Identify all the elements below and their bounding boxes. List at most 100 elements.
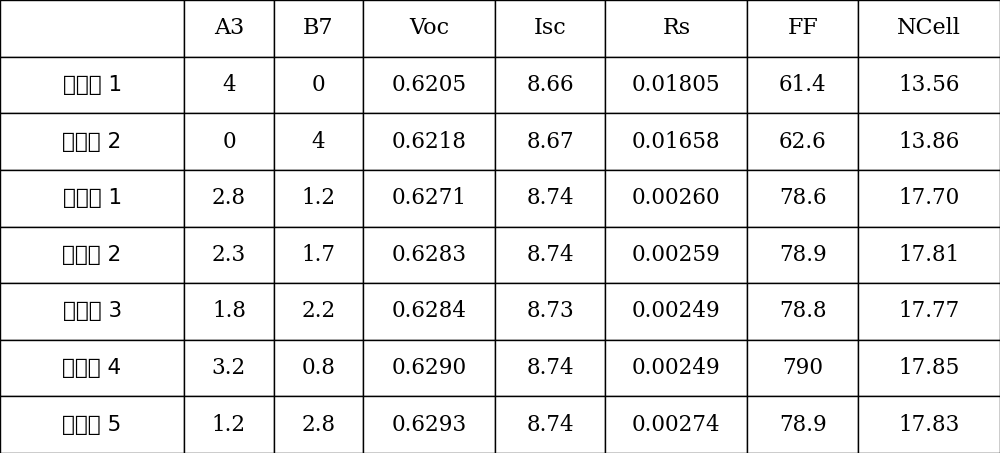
- Text: 0.01805: 0.01805: [632, 74, 721, 96]
- Bar: [495, 283, 605, 340]
- Text: 0.00259: 0.00259: [632, 244, 721, 266]
- Bar: [495, 340, 605, 396]
- Text: 实验组 1: 实验组 1: [63, 188, 122, 208]
- Bar: [0, 226, 184, 283]
- Text: 0.6284: 0.6284: [391, 300, 466, 323]
- Bar: [363, 170, 495, 226]
- Bar: [605, 396, 747, 453]
- Bar: [184, 340, 274, 396]
- Bar: [605, 0, 747, 57]
- Bar: [184, 396, 274, 453]
- Text: 1.7: 1.7: [301, 244, 335, 266]
- Bar: [274, 0, 363, 57]
- Text: 8.74: 8.74: [526, 414, 574, 436]
- Text: 0: 0: [312, 74, 325, 96]
- Text: 实验组 2: 实验组 2: [62, 245, 122, 265]
- Bar: [0, 396, 184, 453]
- Text: 8.66: 8.66: [526, 74, 574, 96]
- Text: 3.2: 3.2: [212, 357, 246, 379]
- Bar: [184, 0, 274, 57]
- Text: 0.00274: 0.00274: [632, 414, 721, 436]
- Bar: [274, 57, 363, 113]
- Bar: [858, 283, 1000, 340]
- Bar: [605, 113, 747, 170]
- Bar: [274, 396, 363, 453]
- Bar: [495, 113, 605, 170]
- Bar: [747, 113, 858, 170]
- Bar: [363, 226, 495, 283]
- Text: 0.6293: 0.6293: [391, 414, 467, 436]
- Text: 8.74: 8.74: [526, 187, 574, 209]
- Text: 78.6: 78.6: [779, 187, 826, 209]
- Text: 0: 0: [222, 130, 236, 153]
- Bar: [858, 226, 1000, 283]
- Text: 0.01658: 0.01658: [632, 130, 721, 153]
- Bar: [605, 340, 747, 396]
- Bar: [184, 170, 274, 226]
- Bar: [0, 113, 184, 170]
- Text: 4: 4: [312, 130, 325, 153]
- Bar: [858, 396, 1000, 453]
- Text: FF: FF: [787, 17, 818, 39]
- Bar: [605, 57, 747, 113]
- Bar: [495, 226, 605, 283]
- Text: 实验组 3: 实验组 3: [63, 301, 122, 322]
- Text: 78.9: 78.9: [779, 244, 827, 266]
- Text: 13.56: 13.56: [898, 74, 960, 96]
- Bar: [184, 226, 274, 283]
- Text: 2.8: 2.8: [301, 414, 335, 436]
- Text: 0.6271: 0.6271: [391, 187, 466, 209]
- Text: 实验组 5: 实验组 5: [62, 414, 122, 435]
- Bar: [0, 57, 184, 113]
- Bar: [747, 0, 858, 57]
- Bar: [495, 396, 605, 453]
- Text: 8.73: 8.73: [526, 300, 574, 323]
- Text: Isc: Isc: [534, 17, 566, 39]
- Bar: [0, 283, 184, 340]
- Text: Rs: Rs: [662, 17, 690, 39]
- Text: 78.9: 78.9: [779, 414, 827, 436]
- Bar: [0, 0, 184, 57]
- Text: 2.3: 2.3: [212, 244, 246, 266]
- Bar: [858, 170, 1000, 226]
- Text: 17.83: 17.83: [898, 414, 960, 436]
- Text: 实验组 4: 实验组 4: [62, 358, 122, 378]
- Bar: [274, 113, 363, 170]
- Text: 对照组 2: 对照组 2: [62, 131, 122, 152]
- Bar: [747, 226, 858, 283]
- Bar: [0, 340, 184, 396]
- Bar: [747, 170, 858, 226]
- Text: B7: B7: [303, 17, 334, 39]
- Bar: [363, 0, 495, 57]
- Bar: [495, 170, 605, 226]
- Text: 2.2: 2.2: [301, 300, 336, 323]
- Bar: [363, 283, 495, 340]
- Bar: [605, 226, 747, 283]
- Text: 17.77: 17.77: [898, 300, 960, 323]
- Bar: [747, 396, 858, 453]
- Bar: [184, 113, 274, 170]
- Bar: [858, 340, 1000, 396]
- Text: 17.70: 17.70: [898, 187, 960, 209]
- Text: 17.81: 17.81: [898, 244, 960, 266]
- Bar: [184, 57, 274, 113]
- Bar: [274, 170, 363, 226]
- Text: 61.4: 61.4: [779, 74, 826, 96]
- Bar: [747, 283, 858, 340]
- Text: 1.2: 1.2: [301, 187, 335, 209]
- Bar: [858, 0, 1000, 57]
- Bar: [495, 57, 605, 113]
- Bar: [747, 57, 858, 113]
- Text: 13.86: 13.86: [898, 130, 960, 153]
- Text: Voc: Voc: [409, 17, 449, 39]
- Text: 790: 790: [782, 357, 823, 379]
- Text: 0.8: 0.8: [301, 357, 335, 379]
- Bar: [605, 283, 747, 340]
- Text: 0.6205: 0.6205: [391, 74, 467, 96]
- Text: 1.2: 1.2: [212, 414, 246, 436]
- Text: 78.8: 78.8: [779, 300, 826, 323]
- Bar: [858, 113, 1000, 170]
- Text: 0.6218: 0.6218: [391, 130, 466, 153]
- Bar: [495, 0, 605, 57]
- Text: 2.8: 2.8: [212, 187, 246, 209]
